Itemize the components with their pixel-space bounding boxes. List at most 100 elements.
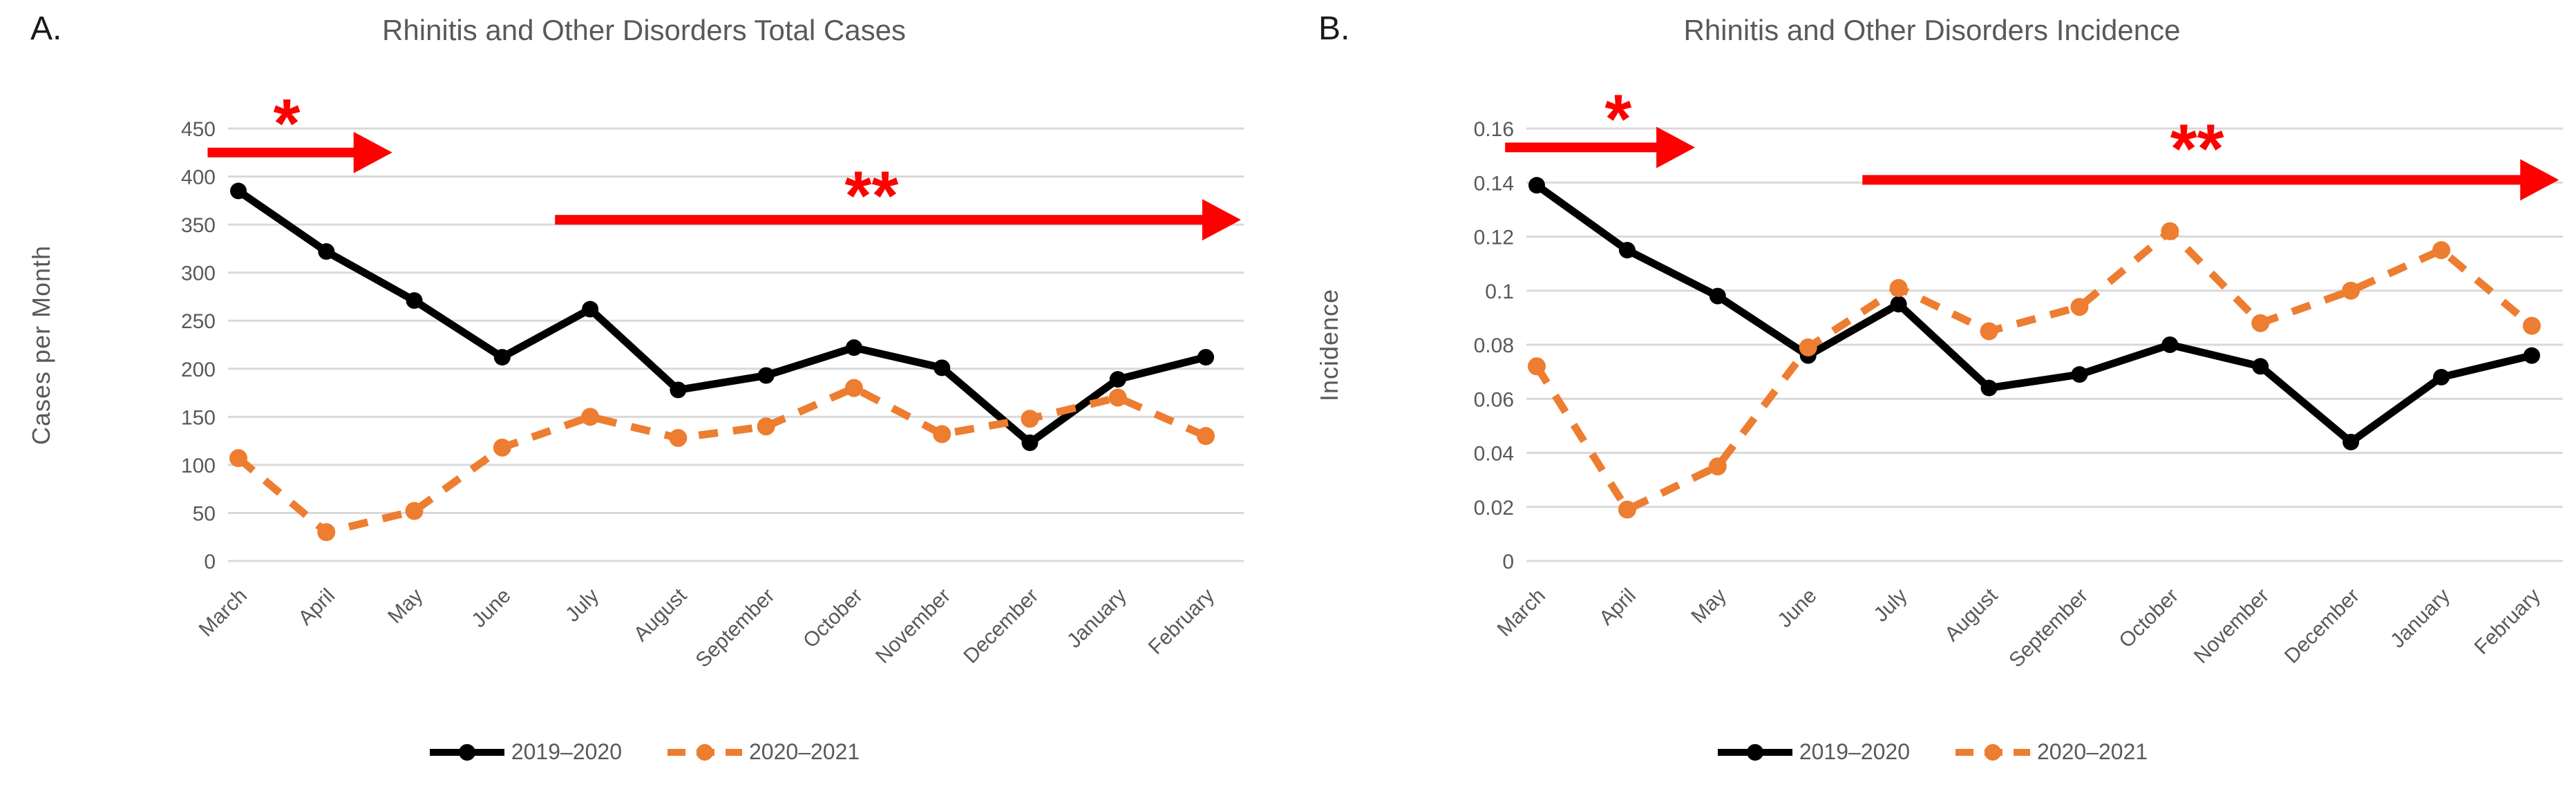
x-axis-tick-label: August bbox=[1940, 584, 2002, 646]
data-point-2019–2020-July bbox=[582, 301, 599, 318]
data-point-2020–2021-June bbox=[493, 438, 511, 457]
panel-a-legend: 2019–2020 2020–2021 bbox=[0, 739, 1288, 765]
panel-b-label: B. bbox=[1318, 10, 1350, 47]
data-point-2020–2021-December bbox=[2342, 281, 2360, 300]
panel-a-label: A. bbox=[30, 10, 62, 47]
legend-label: 2019–2020 bbox=[1799, 739, 1910, 764]
data-point-2019–2020-December bbox=[1021, 434, 1039, 451]
annotation-arrow-head bbox=[2520, 159, 2559, 201]
data-point-2020–2021-August bbox=[1980, 322, 1998, 341]
data-point-2019–2020-March bbox=[1528, 177, 1545, 194]
x-axis-tick-label: October bbox=[2115, 584, 2184, 653]
significance-asterisk: * bbox=[274, 85, 301, 162]
y-axis-tick-label: 0 bbox=[1502, 551, 1514, 573]
data-point-2020–2021-September bbox=[2070, 298, 2089, 316]
y-axis-tick-label: 400 bbox=[181, 166, 216, 189]
series-line-2019–2020 bbox=[236, 187, 1207, 447]
significance-asterisk: ** bbox=[844, 157, 898, 234]
y-axis-tick-label: 50 bbox=[193, 502, 216, 525]
data-point-2020–2021-April bbox=[317, 523, 336, 542]
data-point-2019–2020-March bbox=[230, 182, 247, 200]
data-point-2019–2020-September bbox=[757, 367, 775, 384]
x-axis-tick-label: July bbox=[1870, 584, 1912, 627]
x-axis-tick-label: August bbox=[629, 584, 692, 646]
data-point-2019–2020-April bbox=[318, 243, 335, 260]
data-point-2019–2020-November bbox=[2252, 358, 2269, 375]
legend-swatch-solid-line bbox=[1717, 743, 1792, 761]
annotation-arrow-head bbox=[1656, 126, 1696, 169]
x-axis-tick-label: June bbox=[467, 584, 515, 632]
data-point-2019–2020-October bbox=[2161, 336, 2179, 353]
panel-b-chart-area: 0.16 0.14 0.12 0.1 0.08 0.06 0.04 0.02 0 March Apr… bbox=[1474, 81, 2563, 672]
y-axis-tick-label: 100 bbox=[181, 455, 216, 477]
x-axis-tick-label: April bbox=[294, 584, 339, 630]
data-point-2019–2020-December bbox=[2342, 433, 2360, 450]
data-point-2020–2021-November bbox=[2251, 314, 2270, 332]
panel-a: A. Rhinitis and Other Disorders Total Ca… bbox=[0, 10, 1288, 765]
legend-item-2019-2020: 2019–2020 bbox=[428, 739, 622, 765]
x-axis-tick-label: June bbox=[1773, 584, 1821, 632]
data-point-2019–2020-April bbox=[1618, 242, 1636, 259]
x-axis-tick-label: September bbox=[2005, 584, 2092, 672]
x-axis-tick-label: April bbox=[1595, 584, 1640, 630]
significance-asterisk: ** bbox=[2170, 111, 2224, 188]
data-point-2020–2021-May bbox=[405, 502, 424, 520]
data-point-2020–2021-November bbox=[933, 425, 951, 444]
data-point-2020–2021-February bbox=[2523, 316, 2541, 335]
data-point-2019–2020-October bbox=[845, 339, 862, 356]
y-axis-tick-label: 450 bbox=[181, 118, 216, 141]
annotation-arrow-head bbox=[1202, 199, 1241, 241]
panel-a-y-axis-title: Cases per Month bbox=[27, 245, 55, 445]
y-axis-tick-label: 0.12 bbox=[1474, 227, 1514, 249]
data-point-2020–2021-July bbox=[1889, 278, 1908, 297]
panel-a-title: Rhinitis and Other Disorders Total Cases bbox=[382, 14, 906, 46]
annotation-arrow-head bbox=[353, 131, 392, 173]
data-point-2020–2021-December bbox=[1021, 410, 1039, 428]
legend-swatch-marker bbox=[458, 743, 475, 761]
series-line-2020–2021 bbox=[1533, 227, 2535, 514]
y-axis-tick-label: 0.16 bbox=[1474, 118, 1514, 141]
data-point-2020–2021-March bbox=[1528, 357, 1546, 376]
data-point-2020–2021-May bbox=[1708, 457, 1727, 476]
data-point-2019–2020-January bbox=[1109, 371, 1126, 388]
panel-b-legend: 2019–2020 2020–2021 bbox=[1288, 739, 2576, 765]
legend-swatch-marker bbox=[697, 743, 713, 761]
legend-swatch-solid-line bbox=[429, 743, 504, 761]
data-point-2020–2021-October bbox=[2161, 222, 2179, 240]
legend-swatch-marker bbox=[1985, 743, 2001, 761]
legend-item-2020-2021: 2020–2021 bbox=[1954, 739, 2148, 765]
y-axis-tick-label: 0.06 bbox=[1474, 388, 1514, 411]
data-point-2020–2021-April bbox=[1618, 500, 1636, 519]
data-point-2019–2020-May bbox=[1709, 287, 1726, 305]
data-point-2019–2020-May bbox=[406, 292, 423, 310]
legend-swatch-dashed-line bbox=[667, 743, 742, 761]
y-axis-tick-label: 150 bbox=[181, 406, 216, 429]
y-axis-tick-label: 350 bbox=[181, 214, 216, 237]
data-point-2020–2021-July bbox=[581, 408, 600, 426]
significance-asterisk: * bbox=[1604, 81, 1631, 158]
data-point-2020–2021-January bbox=[2432, 241, 2451, 260]
data-point-2019–2020-February bbox=[1197, 349, 1214, 366]
panel-b-y-axis-title: Incidence bbox=[1315, 288, 1343, 401]
data-point-2020–2021-September bbox=[757, 417, 775, 436]
x-axis-tick-label: February bbox=[1144, 584, 1219, 659]
x-axis-tick-label: December bbox=[959, 584, 1043, 668]
data-point-2020–2021-August bbox=[669, 428, 688, 447]
x-axis-tick-label: September bbox=[691, 584, 779, 672]
data-point-2019–2020-January bbox=[2433, 368, 2450, 386]
data-point-2019–2020-July bbox=[1890, 296, 1907, 313]
y-axis-tick-label: 200 bbox=[181, 359, 216, 381]
x-axis-tick-label: July bbox=[561, 584, 603, 627]
x-axis-tick-label: November bbox=[2190, 584, 2273, 668]
data-point-2019–2020-August bbox=[670, 381, 687, 399]
legend-swatch-dashed-line bbox=[1955, 743, 2030, 761]
data-point-2020–2021-January bbox=[1108, 388, 1127, 407]
y-axis-tick-label: 300 bbox=[181, 263, 216, 285]
data-point-2020–2021-March bbox=[229, 449, 247, 468]
panel-b: B. Rhinitis and Other Disorders Incidenc… bbox=[1288, 0, 2576, 809]
series-line-2019–2020 bbox=[1534, 182, 2533, 446]
y-axis-tick-label: 0.14 bbox=[1474, 172, 1514, 195]
y-axis-tick-label: 250 bbox=[181, 310, 216, 333]
data-point-2020–2021-June bbox=[1799, 338, 1817, 356]
